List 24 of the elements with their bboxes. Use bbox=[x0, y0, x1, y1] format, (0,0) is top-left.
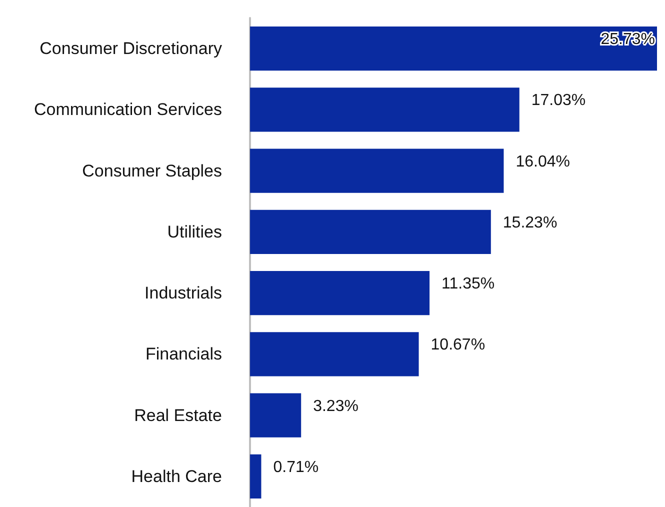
bar bbox=[250, 210, 491, 254]
bar bbox=[250, 454, 262, 498]
bar bbox=[250, 332, 419, 376]
y-tick-label: Communication Services bbox=[34, 100, 222, 120]
bar bbox=[250, 88, 520, 132]
bar bbox=[250, 271, 430, 316]
data-label: 0.71% bbox=[273, 458, 319, 476]
bar bbox=[250, 393, 302, 438]
data-label: 10.67% bbox=[430, 336, 486, 354]
y-tick-label: Industrials bbox=[144, 284, 222, 303]
data-label: 3.23% bbox=[313, 398, 358, 415]
data-label: 15.23% bbox=[502, 214, 558, 232]
data-label: 16.04% bbox=[516, 153, 570, 170]
y-tick-label: Financials bbox=[145, 344, 222, 364]
bar bbox=[250, 148, 504, 193]
y-tick-label: Utilities bbox=[167, 222, 222, 242]
y-tick-label: Real Estate bbox=[134, 406, 222, 425]
y-tick-label: Consumer Staples bbox=[82, 161, 222, 180]
y-tick-label: Health Care bbox=[131, 466, 222, 486]
y-tick-label: Consumer Discretionary bbox=[40, 39, 222, 58]
data-label: 25.73% bbox=[600, 31, 655, 48]
data-label: 11.35% bbox=[442, 276, 495, 293]
bar bbox=[250, 26, 657, 71]
data-label: 17.03% bbox=[531, 92, 586, 110]
